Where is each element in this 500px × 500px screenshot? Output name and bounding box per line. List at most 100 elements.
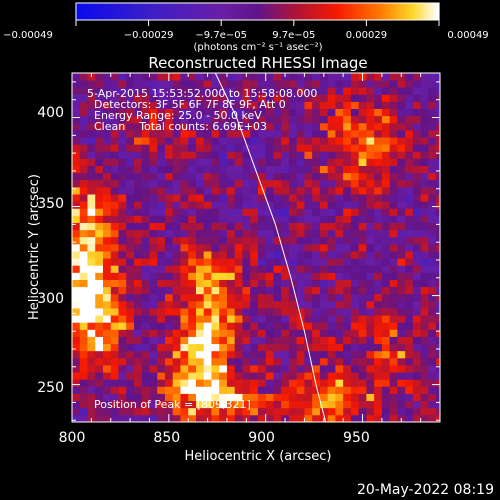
heatmap-pixel: [327, 407, 336, 416]
heatmap-pixel: [79, 300, 88, 309]
heatmap-pixel: [405, 265, 414, 273]
heatmap-pixel: [374, 393, 383, 402]
heatmap-pixel: [164, 372, 174, 380]
heatmap-pixel: [133, 151, 143, 159]
heatmap-pixel: [358, 158, 367, 166]
heatmap-pixel: [319, 308, 329, 316]
heatmap-pixel: [188, 201, 197, 209]
heatmap-pixel: [327, 414, 336, 422]
heatmap-pixel: [389, 208, 398, 216]
heatmap-pixel: [87, 350, 96, 359]
heatmap-pixel: [141, 129, 150, 138]
heatmap-pixel: [265, 144, 274, 152]
heatmap-pixel: [343, 386, 352, 394]
heatmap-pixel: [195, 386, 205, 394]
heatmap-pixel: [288, 357, 298, 366]
heatmap-pixel: [72, 87, 81, 95]
heatmap-pixel: [304, 300, 313, 309]
heatmap-pixel: [374, 322, 383, 330]
heatmap-pixel: [149, 336, 158, 345]
heatmap-pixel: [172, 236, 181, 245]
heatmap-pixel: [296, 122, 305, 131]
heatmap-pixel: [95, 129, 104, 138]
heatmap-pixel: [366, 315, 375, 323]
heatmap-pixel: [420, 400, 429, 409]
heatmap-pixel: [95, 158, 104, 166]
heatmap-pixel: [428, 265, 437, 273]
heatmap-pixel: [319, 137, 329, 145]
heatmap-pixel: [265, 400, 274, 409]
heatmap-pixel: [172, 343, 181, 352]
heatmap-pixel: [72, 243, 81, 252]
heatmap-pixel: [381, 194, 391, 202]
heatmap-pixel: [211, 308, 220, 316]
heatmap-pixel: [374, 272, 383, 280]
heatmap-pixel: [265, 151, 274, 159]
heatmap-pixel: [188, 357, 197, 366]
heatmap-pixel: [126, 300, 135, 309]
heatmap-pixel: [319, 208, 329, 216]
heatmap-pixel: [296, 144, 305, 152]
heatmap-pixel: [288, 158, 298, 166]
heatmap-pixel: [296, 158, 305, 166]
heatmap-pixel: [273, 350, 282, 359]
heatmap-pixel: [126, 137, 135, 145]
heatmap-pixel: [141, 343, 150, 352]
heatmap-pixel: [126, 101, 135, 110]
heatmap-pixel: [343, 179, 352, 188]
heatmap-pixel: [296, 336, 305, 345]
heatmap-pixel: [72, 336, 81, 345]
heatmap-pixel: [343, 80, 352, 88]
heatmap-pixel: [118, 300, 127, 309]
heatmap-pixel: [118, 343, 127, 352]
heatmap-pixel: [211, 322, 220, 330]
colorbar-cell: [244, 3, 248, 20]
heatmap-pixel: [374, 94, 383, 102]
heatmap-pixel: [211, 329, 220, 337]
heatmap-pixel: [203, 407, 212, 416]
heatmap-pixel: [281, 300, 290, 309]
heatmap-pixel: [157, 308, 166, 316]
heatmap-pixel: [358, 87, 367, 95]
heatmap-pixel: [95, 236, 104, 245]
heatmap-pixel: [133, 350, 143, 359]
heatmap-pixel: [335, 300, 344, 309]
heatmap-pixel: [374, 87, 383, 95]
heatmap-pixel: [265, 122, 274, 131]
heatmap-pixel: [126, 158, 135, 166]
heatmap-pixel: [412, 222, 422, 231]
heatmap-pixel: [428, 186, 437, 195]
heatmap-pixel: [273, 357, 282, 366]
colorbar-cell: [271, 3, 275, 20]
heatmap-pixel: [381, 322, 391, 330]
heatmap-pixel: [257, 251, 267, 259]
heatmap-pixel: [288, 80, 298, 88]
heatmap-pixel: [219, 322, 228, 330]
heatmap-pixel: [281, 201, 290, 209]
heatmap-pixel: [118, 215, 127, 223]
heatmap-pixel: [389, 265, 398, 273]
heatmap-pixel: [366, 87, 375, 95]
heatmap-pixel: [366, 308, 375, 316]
heatmap-pixel: [436, 272, 440, 280]
heatmap-pixel: [389, 407, 398, 416]
heatmap-pixel: [87, 108, 96, 117]
heatmap-pixel: [273, 343, 282, 352]
heatmap-pixel: [304, 73, 313, 81]
heatmap-pixel: [226, 108, 236, 117]
heatmap-pixel: [126, 286, 135, 295]
colorbar-cell: [406, 3, 410, 20]
heatmap-pixel: [265, 308, 274, 316]
colorbar-cell: [301, 3, 305, 20]
heatmap-pixel: [397, 94, 406, 102]
colorbar-cell: [241, 3, 245, 20]
heatmap-pixel: [281, 129, 290, 138]
heatmap-pixel: [118, 357, 127, 366]
heatmap-pixel: [381, 315, 391, 323]
heatmap-pixel: [389, 350, 398, 359]
heatmap-pixel: [72, 400, 81, 409]
heatmap-pixel: [211, 243, 220, 252]
heatmap-pixel: [219, 80, 228, 88]
heatmap-pixel: [211, 115, 220, 124]
colorbar-cell: [163, 3, 167, 20]
